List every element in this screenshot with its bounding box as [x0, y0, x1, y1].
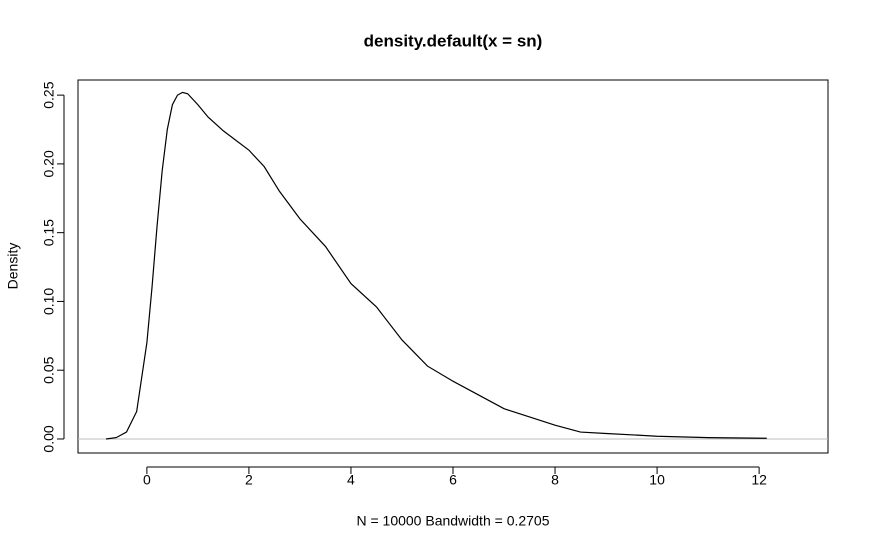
- y-axis-label: Density: [5, 243, 21, 290]
- y-tick-label: 0.15: [41, 219, 57, 246]
- x-axis-label: N = 10000 Bandwidth = 0.2705: [356, 513, 549, 529]
- x-tick-label: 8: [551, 472, 559, 488]
- y-tick-label: 0.20: [41, 150, 57, 177]
- y-tick-label: 0.00: [41, 425, 57, 452]
- y-tick-label: 0.25: [41, 81, 57, 108]
- x-tick-label: 6: [449, 472, 457, 488]
- y-tick-label: 0.10: [41, 288, 57, 315]
- x-tick-label: 4: [347, 472, 355, 488]
- density-line: [105, 91, 767, 440]
- x-tick-label: 0: [143, 472, 151, 488]
- plot-box: [77, 79, 829, 454]
- x-tick-label: 12: [751, 472, 767, 488]
- x-tick-label: 2: [245, 472, 253, 488]
- x-tick-label: 10: [649, 472, 665, 488]
- chart-title: density.default(x = sn): [364, 31, 543, 50]
- y-tick-label: 0.05: [41, 356, 57, 383]
